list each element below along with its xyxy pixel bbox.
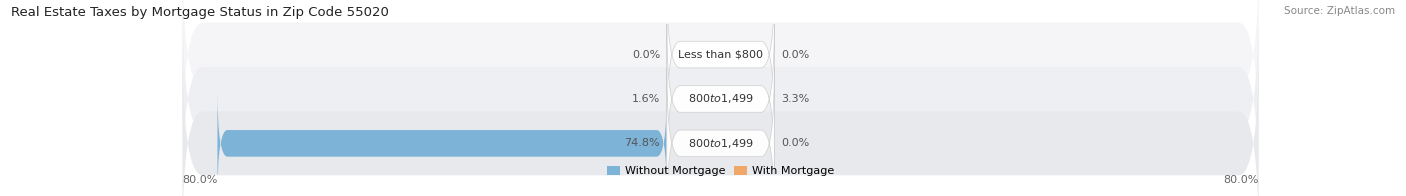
FancyBboxPatch shape [183,0,1258,196]
Text: $800 to $1,499: $800 to $1,499 [688,93,754,105]
Legend: Without Mortgage, With Mortgage: Without Mortgage, With Mortgage [607,166,834,176]
Text: 74.8%: 74.8% [624,138,659,148]
FancyBboxPatch shape [666,24,775,174]
Text: 3.3%: 3.3% [782,94,810,104]
FancyBboxPatch shape [183,0,1258,156]
FancyBboxPatch shape [666,0,775,130]
Text: 1.6%: 1.6% [631,94,659,104]
FancyBboxPatch shape [666,68,775,196]
Text: Real Estate Taxes by Mortgage Status in Zip Code 55020: Real Estate Taxes by Mortgage Status in … [11,6,389,19]
FancyBboxPatch shape [183,42,1258,196]
Text: $800 to $1,499: $800 to $1,499 [688,137,754,150]
FancyBboxPatch shape [218,90,666,196]
Text: 80.0%: 80.0% [183,175,218,185]
Text: 0.0%: 0.0% [782,50,810,60]
Text: 80.0%: 80.0% [1223,175,1258,185]
Text: Source: ZipAtlas.com: Source: ZipAtlas.com [1284,6,1395,16]
Text: Less than $800: Less than $800 [678,50,763,60]
Text: 0.0%: 0.0% [782,138,810,148]
Text: 0.0%: 0.0% [631,50,659,60]
